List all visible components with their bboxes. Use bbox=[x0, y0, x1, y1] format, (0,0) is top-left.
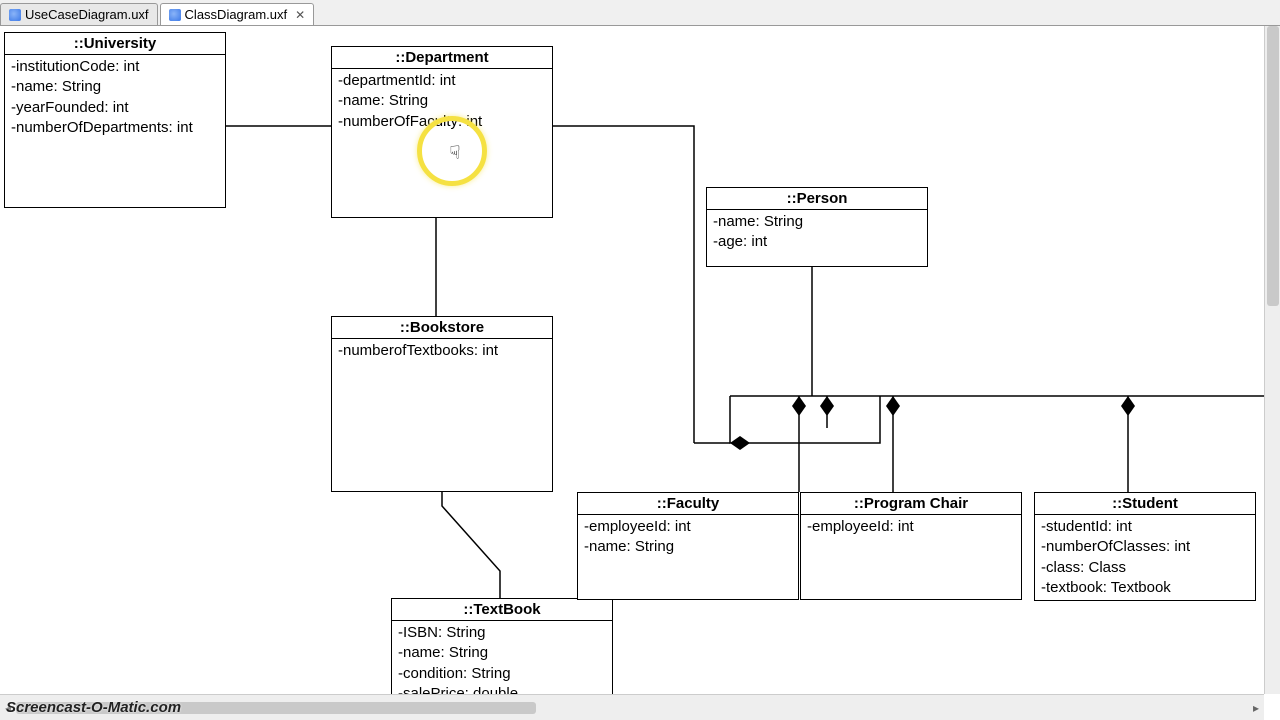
class-attribute: -employeeId: int bbox=[807, 517, 1015, 537]
watermark-text: Screencast-O-Matic.com bbox=[6, 699, 181, 716]
class-attribute: -numberOfClasses: int bbox=[1041, 537, 1249, 557]
uml-class-university[interactable]: ::University-institutionCode: int-name: … bbox=[4, 32, 226, 208]
class-title: ::Bookstore bbox=[332, 317, 552, 339]
scroll-thumb[interactable] bbox=[1267, 26, 1279, 306]
class-attribute: -studentId: int bbox=[1041, 517, 1249, 537]
class-attributes: -employeeId: int bbox=[801, 515, 1021, 539]
tab-usecase[interactable]: UseCaseDiagram.uxf bbox=[0, 3, 158, 25]
close-icon[interactable]: ✕ bbox=[295, 8, 305, 22]
class-title: ::Faculty bbox=[578, 493, 798, 515]
tab-label: ClassDiagram.uxf bbox=[185, 7, 288, 22]
class-attribute: -age: int bbox=[713, 232, 921, 252]
class-title: ::Person bbox=[707, 188, 927, 210]
file-icon bbox=[9, 9, 21, 21]
class-title: ::University bbox=[5, 33, 225, 55]
class-title: ::Department bbox=[332, 47, 552, 69]
uml-class-faculty[interactable]: ::Faculty-employeeId: int-name: String bbox=[577, 492, 799, 600]
class-attribute: -name: String bbox=[398, 643, 606, 663]
vertical-scrollbar[interactable] bbox=[1264, 26, 1280, 694]
class-attribute: -name: String bbox=[338, 91, 546, 111]
class-attributes: -studentId: int-numberOfClasses: int-cla… bbox=[1035, 515, 1255, 600]
class-attribute: -departmentId: int bbox=[338, 71, 546, 91]
uml-class-bookstore[interactable]: ::Bookstore-numberofTextbooks: int bbox=[331, 316, 553, 492]
tab-classdiagram[interactable]: ClassDiagram.uxf ✕ bbox=[160, 3, 315, 25]
class-attribute: -class: Class bbox=[1041, 558, 1249, 578]
class-attributes: -name: String-age: int bbox=[707, 210, 927, 255]
horizontal-scrollbar[interactable]: ◂ ▸ bbox=[0, 694, 1264, 720]
class-attribute: -yearFounded: int bbox=[11, 98, 219, 118]
class-title: ::Program Chair bbox=[801, 493, 1021, 515]
uml-class-student[interactable]: ::Student-studentId: int-numberOfClasses… bbox=[1034, 492, 1256, 601]
class-attributes: -institutionCode: int-name: String-yearF… bbox=[5, 55, 225, 140]
class-attribute: -name: String bbox=[584, 537, 792, 557]
class-attribute: -ISBN: String bbox=[398, 623, 606, 643]
class-title: ::Student bbox=[1035, 493, 1255, 515]
class-attribute: -name: String bbox=[713, 212, 921, 232]
diagram-canvas[interactable]: ::University-institutionCode: int-name: … bbox=[0, 26, 1264, 694]
hand-cursor-icon: ☟ bbox=[450, 143, 461, 164]
class-attribute: -numberofTextbooks: int bbox=[338, 341, 546, 361]
file-icon bbox=[169, 9, 181, 21]
class-attribute: -textbook: Textbook bbox=[1041, 578, 1249, 598]
class-attributes: -numberofTextbooks: int bbox=[332, 339, 552, 363]
class-attribute: -numberOfDepartments: int bbox=[11, 118, 219, 138]
tab-label: UseCaseDiagram.uxf bbox=[25, 7, 149, 22]
class-attribute: -institutionCode: int bbox=[11, 57, 219, 77]
tab-bar: UseCaseDiagram.uxf ClassDiagram.uxf ✕ bbox=[0, 0, 1280, 26]
class-attribute: -name: String bbox=[11, 77, 219, 97]
class-attributes: -employeeId: int-name: String bbox=[578, 515, 798, 560]
class-attribute: -condition: String bbox=[398, 664, 606, 684]
class-attribute: -employeeId: int bbox=[584, 517, 792, 537]
uml-class-person[interactable]: ::Person-name: String-age: int bbox=[706, 187, 928, 267]
scroll-right-icon[interactable]: ▸ bbox=[1248, 701, 1264, 715]
scroll-track[interactable] bbox=[16, 702, 1248, 714]
class-title: ::TextBook bbox=[392, 599, 612, 621]
uml-class-programchair[interactable]: ::Program Chair-employeeId: int bbox=[800, 492, 1022, 600]
